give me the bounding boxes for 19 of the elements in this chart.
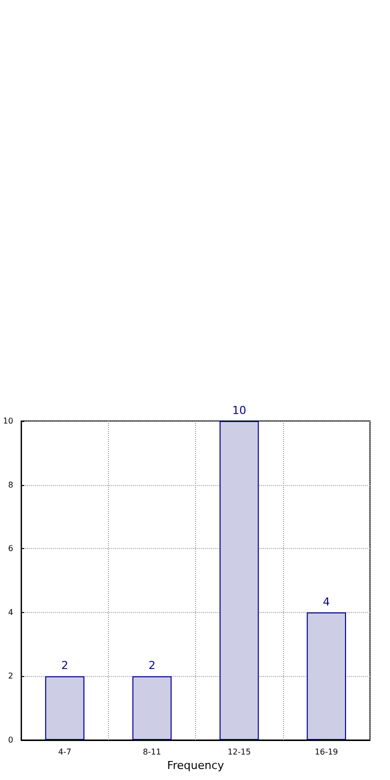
y-tick-label: 8 (8, 480, 14, 490)
x-tick-label: 12-15 (228, 748, 251, 756)
bar (306, 612, 346, 740)
bar (220, 421, 259, 740)
y-tick-label: 2 (8, 672, 14, 681)
y-tick-label: 4 (8, 608, 14, 617)
x-tick-label: 16-19 (314, 748, 338, 756)
x-axis-title: Frequency (167, 759, 224, 772)
y-tick-label: 0 (8, 736, 14, 744)
x-tick-label: 8-11 (142, 748, 162, 756)
data-label: 2 (61, 659, 68, 672)
y-tick-label: 6 (8, 544, 14, 554)
bar (132, 676, 172, 740)
bar (45, 676, 84, 740)
y-tick-label: 10 (2, 416, 14, 426)
data-label: 2 (148, 659, 156, 672)
x-tick-label: 4-7 (58, 748, 72, 756)
data-label: 10 (232, 404, 246, 417)
data-label: 4 (322, 595, 330, 608)
